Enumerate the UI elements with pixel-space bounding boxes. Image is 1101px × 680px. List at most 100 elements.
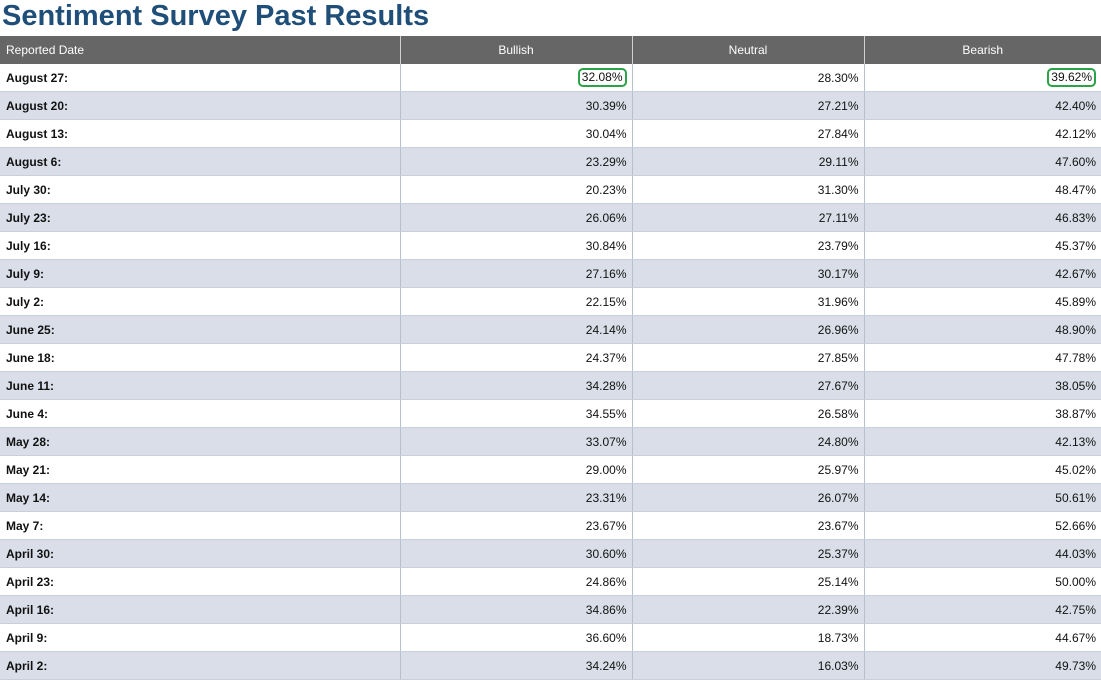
bearish-cell: 48.90% — [863, 315, 1101, 344]
bullish-cell: 34.24% — [399, 651, 632, 680]
table-row: May 7: 23.67% 23.67% 52.66% — [0, 511, 1101, 540]
reported-date-cell: August 20: — [0, 91, 400, 120]
table-row: April 23: 24.86% 25.14% 50.00% — [0, 567, 1101, 596]
reported-date-cell: April 23: — [0, 567, 400, 596]
reported-date-cell: August 13: — [0, 119, 400, 148]
reported-date-cell: July 2: — [0, 287, 400, 316]
reported-date-cell: May 14: — [0, 483, 400, 512]
table-row: April 2: 34.24% 16.03% 49.73% — [0, 651, 1101, 680]
bullish-cell: 30.60% — [399, 539, 632, 568]
bearish-cell: 45.37% — [863, 231, 1101, 260]
reported-date-cell: June 11: — [0, 371, 400, 400]
neutral-cell: 30.17% — [631, 259, 864, 288]
neutral-cell: 25.14% — [631, 567, 864, 596]
neutral-cell: 27.21% — [631, 91, 864, 120]
table-row: July 23: 26.06% 27.11% 46.83% — [0, 203, 1101, 232]
neutral-cell: 26.58% — [631, 399, 864, 428]
page-title: Sentiment Survey Past Results — [2, 0, 430, 32]
bearish-cell: 42.12% — [863, 119, 1101, 148]
bearish-cell: 46.83% — [863, 203, 1101, 232]
column-header-bearish[interactable]: Bearish — [863, 36, 1101, 64]
reported-date-cell: April 2: — [0, 651, 400, 680]
bullish-cell: 24.14% — [399, 315, 632, 344]
table-row: June 4: 34.55% 26.58% 38.87% — [0, 399, 1101, 428]
reported-date-cell: May 28: — [0, 427, 400, 456]
bearish-cell: 42.75% — [863, 595, 1101, 624]
table-row: April 16: 34.86% 22.39% 42.75% — [0, 595, 1101, 624]
neutral-cell: 22.39% — [631, 595, 864, 624]
reported-date-cell: April 9: — [0, 623, 400, 652]
reported-date-cell: August 6: — [0, 147, 400, 176]
neutral-cell: 27.85% — [631, 343, 864, 372]
table-row: April 9: 36.60% 18.73% 44.67% — [0, 623, 1101, 652]
bearish-cell: 42.67% — [863, 259, 1101, 288]
neutral-cell: 26.96% — [631, 315, 864, 344]
bullish-cell: 30.39% — [399, 91, 632, 120]
bullish-cell: 20.23% — [399, 175, 632, 204]
reported-date-cell: July 16: — [0, 231, 400, 260]
bullish-cell: 36.60% — [399, 623, 632, 652]
bearish-cell: 42.13% — [863, 427, 1101, 456]
table-row: August 6: 23.29% 29.11% 47.60% — [0, 147, 1101, 176]
bearish-cell: 39.62% — [863, 64, 1101, 92]
neutral-cell: 25.37% — [631, 539, 864, 568]
bullish-cell: 29.00% — [399, 455, 632, 484]
table-row: August 13: 30.04% 27.84% 42.12% — [0, 119, 1101, 148]
table-row: May 28: 33.07% 24.80% 42.13% — [0, 427, 1101, 456]
bearish-cell: 50.00% — [863, 567, 1101, 596]
bullish-cell: 27.16% — [399, 259, 632, 288]
reported-date-cell: June 18: — [0, 343, 400, 372]
neutral-cell: 28.30% — [631, 64, 864, 92]
bullish-cell: 32.08% — [399, 64, 632, 92]
table-row: May 14: 23.31% 26.07% 50.61% — [0, 483, 1101, 512]
table-row: August 27: 32.08% 28.30% 39.62% — [0, 64, 1101, 92]
table-row: July 9: 27.16% 30.17% 42.67% — [0, 259, 1101, 288]
bearish-cell: 38.87% — [863, 399, 1101, 428]
bullish-cell: 30.84% — [399, 231, 632, 260]
neutral-cell: 23.79% — [631, 231, 864, 260]
reported-date-cell: April 30: — [0, 539, 400, 568]
column-header-reported-date[interactable]: Reported Date — [0, 36, 400, 64]
bearish-cell: 52.66% — [863, 511, 1101, 540]
bearish-cell: 45.02% — [863, 455, 1101, 484]
table-row: July 16: 30.84% 23.79% 45.37% — [0, 231, 1101, 260]
bearish-cell: 38.05% — [863, 371, 1101, 400]
bullish-cell: 30.04% — [399, 119, 632, 148]
highlighted-bullish-value: 32.08% — [577, 68, 627, 87]
column-header-bullish[interactable]: Bullish — [399, 36, 632, 64]
bearish-cell: 42.40% — [863, 91, 1101, 120]
neutral-cell: 27.84% — [631, 119, 864, 148]
sentiment-results-table: Reported Date Bullish Neutral Bearish Au… — [0, 36, 1101, 680]
bullish-cell: 34.28% — [399, 371, 632, 400]
bearish-cell: 48.47% — [863, 175, 1101, 204]
bearish-cell: 45.89% — [863, 287, 1101, 316]
neutral-cell: 31.30% — [631, 175, 864, 204]
reported-date-cell: July 9: — [0, 259, 400, 288]
reported-date-cell: June 25: — [0, 315, 400, 344]
bullish-cell: 23.31% — [399, 483, 632, 512]
table-row: July 30: 20.23% 31.30% 48.47% — [0, 175, 1101, 204]
neutral-cell: 27.11% — [631, 203, 864, 232]
neutral-cell: 25.97% — [631, 455, 864, 484]
reported-date-cell: May 21: — [0, 455, 400, 484]
bullish-cell: 34.86% — [399, 595, 632, 624]
neutral-cell: 29.11% — [631, 147, 864, 176]
neutral-cell: 18.73% — [631, 623, 864, 652]
reported-date-cell: May 7: — [0, 511, 400, 540]
bullish-cell: 22.15% — [399, 287, 632, 316]
bullish-cell: 24.37% — [399, 343, 632, 372]
bearish-cell: 44.03% — [863, 539, 1101, 568]
table-row: July 2: 22.15% 31.96% 45.89% — [0, 287, 1101, 316]
table-row: August 20: 30.39% 27.21% 42.40% — [0, 91, 1101, 120]
table-row: April 30: 30.60% 25.37% 44.03% — [0, 539, 1101, 568]
bullish-cell: 24.86% — [399, 567, 632, 596]
neutral-cell: 16.03% — [631, 651, 864, 680]
neutral-cell: 23.67% — [631, 511, 864, 540]
neutral-cell: 24.80% — [631, 427, 864, 456]
reported-date-cell: July 23: — [0, 203, 400, 232]
neutral-cell: 31.96% — [631, 287, 864, 316]
bearish-cell: 49.73% — [863, 651, 1101, 680]
bullish-cell: 33.07% — [399, 427, 632, 456]
reported-date-cell: July 30: — [0, 175, 400, 204]
column-header-neutral[interactable]: Neutral — [631, 36, 864, 64]
